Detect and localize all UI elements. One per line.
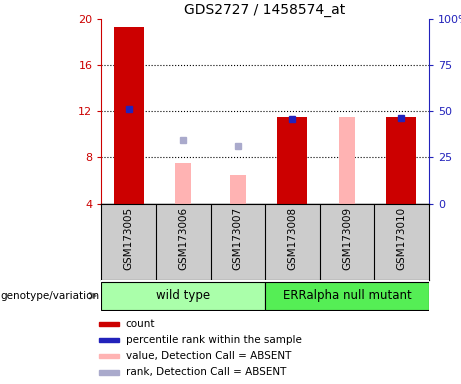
Text: count: count xyxy=(126,319,155,329)
Bar xyxy=(265,282,429,310)
Text: ERRalpha null mutant: ERRalpha null mutant xyxy=(283,289,411,302)
Text: wild type: wild type xyxy=(156,289,210,302)
Text: GSM173007: GSM173007 xyxy=(233,207,243,270)
Bar xyxy=(101,282,265,310)
Text: GSM173006: GSM173006 xyxy=(178,207,188,270)
Text: rank, Detection Call = ABSENT: rank, Detection Call = ABSENT xyxy=(126,367,286,377)
Bar xyxy=(230,175,246,204)
Text: value, Detection Call = ABSENT: value, Detection Call = ABSENT xyxy=(126,351,291,361)
Bar xyxy=(114,27,144,204)
Bar xyxy=(339,117,355,204)
Bar xyxy=(99,322,119,326)
Text: GSM173009: GSM173009 xyxy=(342,207,352,270)
Title: GDS2727 / 1458574_at: GDS2727 / 1458574_at xyxy=(184,3,346,17)
Text: GSM173008: GSM173008 xyxy=(287,207,297,270)
Text: genotype/variation: genotype/variation xyxy=(0,291,99,301)
Bar xyxy=(99,370,119,374)
Text: GSM173010: GSM173010 xyxy=(396,207,407,270)
Text: percentile rank within the sample: percentile rank within the sample xyxy=(126,335,302,345)
Bar xyxy=(386,117,416,204)
Bar xyxy=(175,163,191,204)
Bar xyxy=(99,338,119,343)
Text: GSM173005: GSM173005 xyxy=(124,207,134,270)
Bar xyxy=(99,354,119,359)
Bar xyxy=(278,117,307,204)
